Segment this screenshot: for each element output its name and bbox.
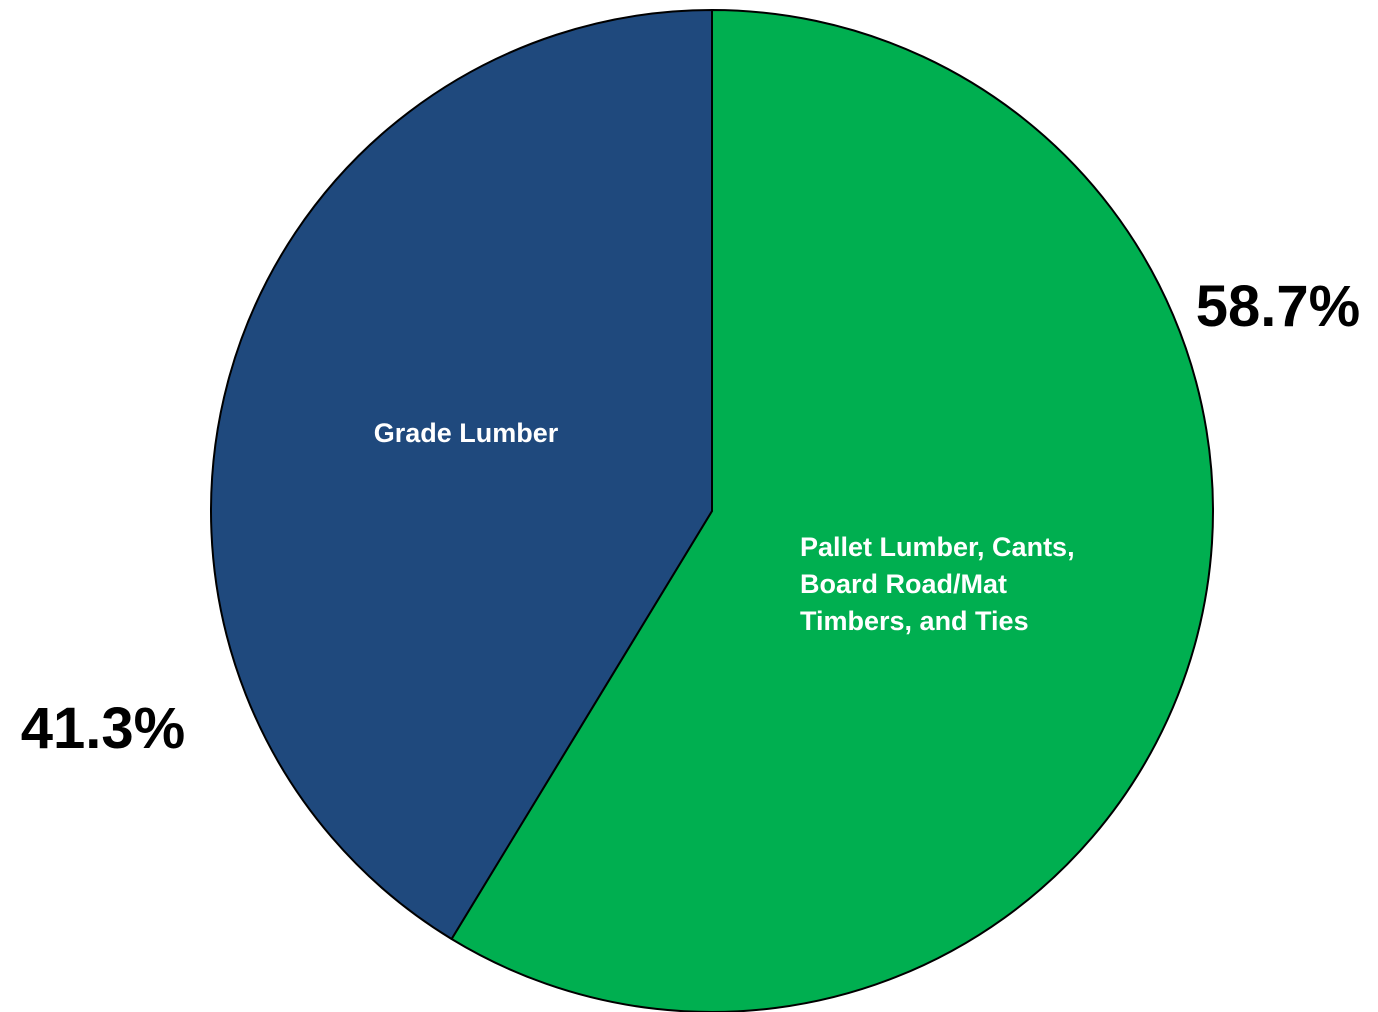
slice-label-line: Timbers, and Ties — [800, 606, 1029, 636]
slice-label-grade-lumber: Grade Lumber — [374, 418, 559, 448]
slice-label-line: Pallet Lumber, Cants, — [800, 532, 1075, 562]
slice-label-pallet: Pallet Lumber, Cants, Board Road/Mat Tim… — [800, 532, 1082, 636]
slice-grade-lumber — [210, 9, 713, 940]
slice-label-line: Board Road/Mat — [800, 569, 1007, 599]
pie-labels: 58.7% 41.3% Pallet Lumber, Cants, Board … — [21, 274, 1360, 761]
slice-value-label-grade-lumber: 41.3% — [21, 696, 185, 761]
slice-label-line: Grade Lumber — [374, 418, 559, 448]
slice-value-label-pallet: 58.7% — [1196, 274, 1360, 339]
pie-slices — [210, 9, 1214, 1012]
